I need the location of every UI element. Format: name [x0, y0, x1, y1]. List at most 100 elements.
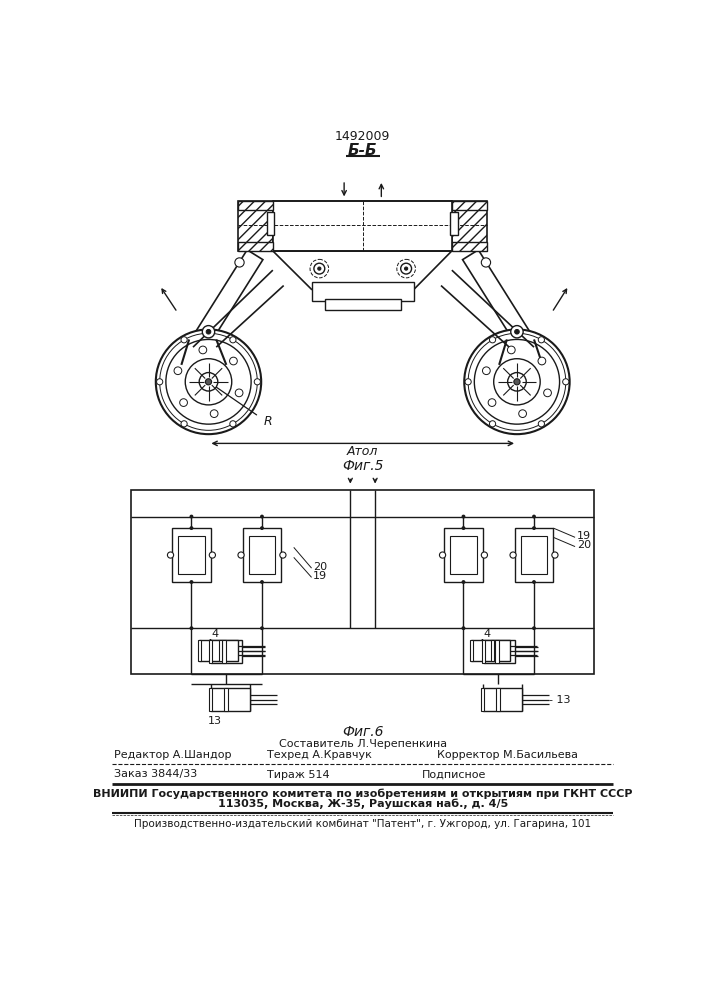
Circle shape: [515, 329, 519, 334]
Bar: [249, 536, 275, 574]
Circle shape: [181, 421, 187, 427]
Text: 13: 13: [208, 716, 222, 726]
Circle shape: [538, 357, 546, 365]
Circle shape: [260, 526, 264, 530]
Circle shape: [156, 379, 163, 385]
Bar: [496, 688, 500, 711]
Circle shape: [180, 399, 187, 406]
Text: Фиг.5: Фиг.5: [342, 460, 383, 474]
Circle shape: [174, 367, 182, 375]
Circle shape: [538, 421, 544, 427]
Bar: [325, 299, 401, 310]
Circle shape: [230, 357, 238, 365]
Circle shape: [489, 421, 496, 427]
Circle shape: [508, 373, 526, 391]
Text: Б-Б: Б-Б: [348, 143, 378, 158]
Circle shape: [199, 346, 206, 354]
Circle shape: [514, 379, 520, 385]
Circle shape: [563, 379, 569, 385]
Bar: [469, 640, 473, 661]
Bar: [209, 640, 212, 663]
Circle shape: [552, 552, 558, 558]
Bar: [238, 201, 273, 210]
Bar: [481, 688, 484, 711]
Circle shape: [235, 389, 243, 397]
Circle shape: [314, 263, 325, 274]
Polygon shape: [189, 250, 263, 352]
Circle shape: [538, 337, 544, 343]
Text: 4: 4: [205, 639, 212, 649]
Text: 113035, Москва, Ж-35, Раушская наб., д. 4/5: 113035, Москва, Ж-35, Раушская наб., д. …: [218, 799, 508, 809]
Text: 4: 4: [478, 639, 485, 649]
Circle shape: [235, 258, 244, 267]
Circle shape: [189, 526, 194, 530]
Circle shape: [238, 552, 244, 558]
Circle shape: [482, 367, 490, 375]
Circle shape: [255, 379, 260, 385]
Bar: [482, 640, 485, 663]
Bar: [238, 242, 273, 251]
Bar: [495, 640, 499, 663]
Bar: [450, 212, 458, 235]
Circle shape: [317, 267, 321, 270]
Circle shape: [230, 421, 236, 427]
Text: 20: 20: [313, 562, 327, 572]
Bar: [199, 640, 238, 661]
Circle shape: [206, 379, 211, 385]
Polygon shape: [273, 251, 452, 289]
Circle shape: [544, 389, 551, 397]
Bar: [238, 201, 273, 251]
Circle shape: [488, 399, 496, 406]
Circle shape: [168, 552, 174, 558]
Circle shape: [189, 626, 194, 630]
Text: Производственно-издательский комбинат "Патент", г. Ужгород, ул. Гагарина, 101: Производственно-издательский комбинат "П…: [134, 819, 591, 829]
Bar: [450, 536, 477, 574]
Bar: [243, 528, 281, 582]
Bar: [218, 640, 223, 661]
Circle shape: [440, 552, 445, 558]
Bar: [483, 688, 522, 711]
Text: Подписное: Подписное: [421, 770, 486, 780]
Circle shape: [462, 515, 465, 518]
Text: 4: 4: [211, 629, 218, 639]
Bar: [312, 282, 414, 301]
Circle shape: [462, 626, 465, 630]
Circle shape: [199, 373, 218, 391]
Bar: [223, 640, 226, 663]
Text: R: R: [264, 415, 272, 428]
Text: 19: 19: [577, 531, 591, 541]
Text: - 13: - 13: [549, 695, 571, 705]
Bar: [224, 688, 228, 711]
Polygon shape: [462, 250, 537, 352]
Bar: [273, 201, 452, 251]
Circle shape: [519, 410, 527, 417]
Bar: [178, 536, 204, 574]
Text: Корректор М.Басильева: Корректор М.Басильева: [437, 750, 578, 760]
Circle shape: [189, 580, 194, 584]
Bar: [267, 212, 274, 235]
Bar: [452, 242, 486, 251]
Text: Тираж 514: Тираж 514: [267, 770, 329, 780]
Circle shape: [189, 515, 194, 518]
Circle shape: [181, 337, 187, 343]
Bar: [452, 201, 486, 210]
Circle shape: [532, 515, 536, 518]
Circle shape: [462, 526, 465, 530]
Bar: [472, 640, 510, 661]
Circle shape: [156, 329, 261, 434]
Bar: [444, 528, 483, 582]
Bar: [452, 201, 486, 251]
Circle shape: [404, 267, 408, 270]
Circle shape: [401, 263, 411, 274]
Circle shape: [532, 526, 536, 530]
Circle shape: [260, 580, 264, 584]
Circle shape: [481, 258, 491, 267]
Circle shape: [206, 329, 211, 334]
Bar: [198, 640, 201, 661]
Text: Атол: Атол: [347, 445, 378, 458]
Circle shape: [532, 626, 536, 630]
Circle shape: [260, 626, 264, 630]
Text: 4: 4: [483, 629, 490, 639]
Circle shape: [462, 580, 465, 584]
Circle shape: [481, 552, 488, 558]
